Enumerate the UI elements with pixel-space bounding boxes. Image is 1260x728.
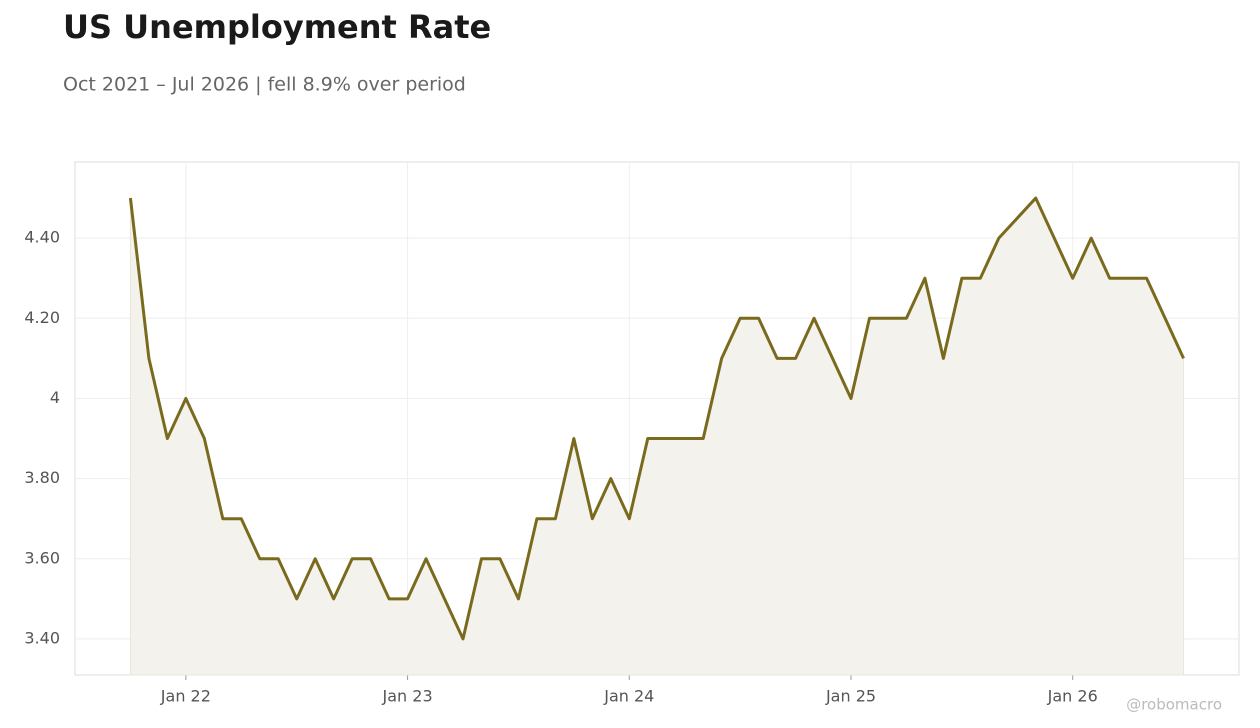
x-tick-label: Jan 26 — [1047, 687, 1098, 706]
x-tick-label: Jan 23 — [382, 687, 433, 706]
x-tick-label: Jan 25 — [825, 687, 876, 706]
y-tick-label: 4 — [50, 388, 60, 407]
area — [129, 197, 1185, 676]
y-tick-label: 3.80 — [24, 468, 60, 487]
x-tick-label: Jan 24 — [603, 687, 654, 706]
watermark: @robomacro — [1126, 696, 1222, 714]
y-tick-label: 4.40 — [24, 228, 60, 247]
x-tick-label: Jan 22 — [160, 687, 211, 706]
chart-title: US Unemployment Rate — [63, 8, 491, 46]
y-tick-label: 3.60 — [24, 548, 60, 567]
y-tick-label: 4.20 — [24, 308, 60, 327]
line — [128, 196, 1185, 641]
chart-subtitle: Oct 2021 – Jul 2026 | fell 8.9% over per… — [63, 74, 466, 96]
y-tick-label: 3.40 — [24, 628, 60, 647]
